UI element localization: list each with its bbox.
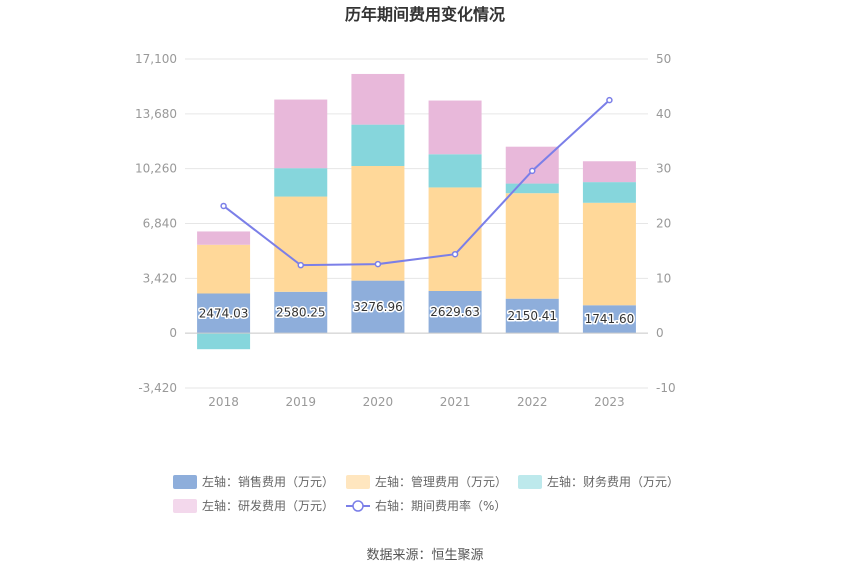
legend-swatch	[346, 475, 370, 489]
bar-segment	[274, 291, 328, 334]
legend-swatch	[173, 475, 197, 489]
left-tick-label: 17,100	[135, 52, 177, 66]
grid-lines	[185, 58, 648, 389]
legend-marker	[352, 500, 364, 512]
left-tick-label: 3,420	[143, 271, 177, 285]
bar-segment	[197, 244, 251, 294]
bar-segment	[197, 333, 251, 350]
bar-segment	[582, 161, 636, 183]
data-label: 2474.03	[199, 306, 249, 320]
data-label: 3276.96	[353, 300, 403, 314]
right-tick-label: 50	[656, 52, 671, 66]
x-tick-label: 2018	[208, 395, 239, 409]
legend-item: 左轴：管理费用（万元）	[346, 474, 507, 489]
right-tick-label: 10	[656, 271, 671, 285]
right-tick-label: 20	[656, 217, 671, 231]
legend-label: 左轴：销售费用（万元）	[202, 474, 334, 489]
right-tick-label: -10	[656, 381, 676, 395]
rate-point	[451, 250, 459, 258]
rate-point	[374, 260, 382, 268]
bar-segment	[274, 168, 328, 197]
bar-segment	[197, 231, 251, 245]
x-tick-label: 2023	[594, 395, 625, 409]
legend-item: 左轴：销售费用（万元）	[173, 474, 334, 489]
bar-segment	[582, 202, 636, 306]
bar-segment	[582, 305, 636, 334]
bar-segment	[274, 99, 328, 169]
bar-segment	[505, 193, 559, 299]
bar-segment	[428, 187, 482, 292]
left-axis: 17,100 13,680 10,260 6,840 3,420 0 -3,420	[135, 52, 177, 395]
legend-label: 右轴：期间费用率（%）	[375, 498, 506, 513]
line-series	[220, 96, 613, 269]
legend-swatch	[173, 499, 197, 513]
legend-label: 左轴：财务费用（万元）	[547, 474, 679, 489]
rate-point	[297, 261, 304, 269]
bar-segment	[428, 100, 482, 155]
legend-swatch	[518, 475, 542, 489]
x-tick-label: 2020	[363, 395, 394, 409]
bar-data-labels: 2474.03 2580.25 3276.96 2629.63 2150.41 1741.…	[197, 298, 635, 327]
data-label: 1741.60	[585, 312, 635, 326]
data-label: 2150.41	[507, 309, 557, 323]
bar-segment	[582, 182, 636, 203]
rate-point	[220, 202, 227, 210]
bar-segment	[428, 291, 482, 334]
bar-segment	[505, 183, 559, 194]
data-label: 2629.63	[430, 305, 480, 319]
rate-line	[222, 99, 611, 267]
left-tick-label: 0	[169, 326, 177, 340]
data-label: 2580.25	[276, 305, 326, 319]
legend-item: 右轴：期间费用率（%）	[346, 498, 506, 513]
x-tick-label: 2019	[285, 395, 316, 409]
legend-item: 左轴：财务费用（万元）	[518, 474, 679, 489]
legend-label: 左轴：研发费用（万元）	[202, 498, 334, 513]
right-tick-label: 40	[656, 107, 671, 121]
bar-segment	[428, 154, 482, 188]
bar-segment	[351, 280, 405, 334]
x-tick-label: 2022	[517, 395, 548, 409]
left-tick-label: 13,680	[135, 107, 177, 121]
source-note: 数据来源：恒生聚源	[366, 548, 483, 563]
left-tick-label: -3,420	[138, 381, 177, 395]
bar-series	[197, 73, 636, 350]
bar-segment	[351, 124, 405, 166]
bar-segment	[197, 293, 251, 334]
bar-segment	[505, 298, 559, 334]
left-tick-label: 10,260	[135, 162, 177, 176]
chart-title: 历年期间费用变化情况	[345, 5, 505, 24]
right-tick-label: 30	[656, 162, 671, 176]
legend: 左轴：销售费用（万元） 左轴：管理费用（万元） 左轴：财务费用（万元） 左轴：研发费用…	[173, 474, 679, 513]
x-axis: 2018 2019 2020 2021 2022 2023	[185, 332, 648, 409]
x-tick-label: 2021	[440, 395, 471, 409]
legend-label: 左轴：管理费用（万元）	[375, 474, 507, 489]
rate-point	[606, 96, 613, 104]
bar-segment	[351, 73, 405, 125]
bar-segment	[505, 146, 559, 184]
legend-item: 左轴：研发费用（万元）	[173, 498, 334, 513]
bar-segment	[274, 196, 328, 292]
right-tick-label: 0	[656, 326, 664, 340]
right-axis: 50 40 30 20 10 0 -10	[656, 52, 676, 395]
rate-point	[529, 167, 536, 175]
left-tick-label: 6,840	[143, 217, 177, 231]
